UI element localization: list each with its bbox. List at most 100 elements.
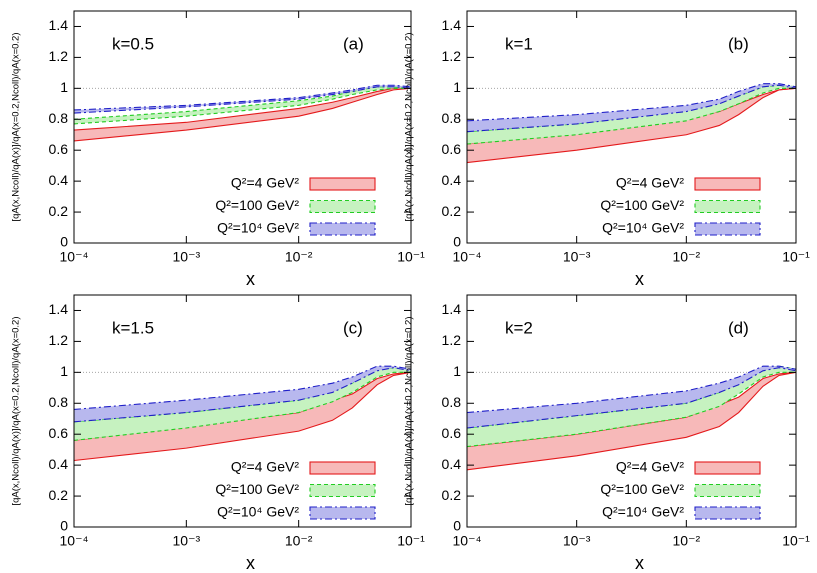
y-tick-label: 1 [60,79,68,95]
y-tick-label: 1.4 [49,17,69,33]
x-tick-label: 10⁻² [673,249,701,265]
plot-frame [466,10,797,244]
y-tick-label: 0.4 [442,456,462,472]
legend-label: Q²=100 GeV² [215,481,299,497]
y-tick-label: 0.2 [442,487,462,503]
band-edge [73,87,411,125]
x-tick-label: 10⁻² [285,533,313,549]
legend-swatch [309,199,376,214]
band-fill [467,88,796,163]
plot-frame [466,294,797,528]
panel-tag: (c) [343,318,363,337]
legend-swatch [309,506,376,520]
legend-swatch [694,222,761,236]
legend-swatch [694,461,761,475]
x-tick-label: 10⁻⁴ [453,249,482,265]
band-edge [73,367,412,423]
band-edge [466,367,797,429]
band-edge [73,86,412,114]
legend-swatch [309,461,376,475]
band-fill [74,88,411,141]
y-tick-label: 0.8 [442,110,462,126]
x-tick-label: 10⁻⁴ [60,249,89,265]
band-edge [73,365,412,411]
band-fill [74,85,411,114]
panel-label: k=1 [505,34,533,53]
band-fill [467,372,796,470]
panel-tag: (a) [343,34,364,53]
y-tick-label: 0.8 [49,394,69,410]
y-tick-label: 0 [453,234,461,250]
legend-swatch [694,199,761,214]
y-tick-label: 1.2 [49,332,69,348]
band-fill [467,85,796,145]
x-tick-label: 10⁻³ [173,533,201,549]
band-fill [74,367,411,441]
band-edge [466,371,797,471]
plot-frame [73,294,412,528]
legend-swatch [694,506,761,520]
x-axis-label: x [246,553,255,573]
x-tick-label: 10⁻² [673,533,701,549]
legend-label: Q²=100 GeV² [600,197,684,213]
y-tick-label: 0.2 [49,487,69,503]
x-axis-label: x [246,269,255,289]
band-fill [74,366,411,422]
y-tick-label: 1.4 [442,17,462,33]
legend-swatch [694,177,761,191]
y-axis-label: [qA(x,Ncoll)/qA(x)]/qA(x=0.2,Ncoll)/qA(x… [11,316,22,505]
y-tick-label: 0.6 [442,141,462,157]
x-tick-label: 10⁻⁴ [453,533,482,549]
legend-label: Q²=4 GeV² [616,175,684,191]
x-tick-label: 10⁻¹ [397,249,425,265]
x-axis-label: x [635,553,644,573]
x-tick-label: 10⁻³ [173,249,201,265]
band-edge [73,87,412,142]
band-fill [467,83,796,132]
y-tick-label: 0 [60,234,68,250]
y-axis-label: [qA(x,Ncoll)/qA(x)]/qA(x=0.2,Ncoll)/qA(x… [404,32,415,221]
legend-label: Q²=4 GeV² [231,175,299,191]
band-edge [73,87,411,131]
y-tick-label: 1.4 [49,301,69,317]
legend-label: Q²=100 GeV² [215,197,299,213]
y-tick-label: 1 [60,363,68,379]
legend-label: Q²=10⁴ GeV² [602,504,684,520]
y-tick-label: 0.6 [49,141,69,157]
y-tick-label: 1 [453,363,461,379]
legend-swatch [309,177,376,191]
legend-label: Q²=4 GeV² [616,459,684,475]
x-tick-label: 10⁻³ [563,249,591,265]
panel-label: k=1.5 [112,318,154,337]
y-tick-label: 1.2 [49,48,69,64]
x-tick-label: 10⁻¹ [782,533,810,549]
legend-label: Q²=10⁴ GeV² [602,220,684,236]
y-tick-label: 0.6 [49,425,69,441]
y-tick-label: 1.2 [442,332,462,348]
panel-label: k=2 [505,318,533,337]
y-tick-label: 0 [60,518,68,534]
y-tick-label: 0.6 [442,425,462,441]
y-axis-label: [qA(x,Ncoll)/qA(x)]/qA(x=0.2,Ncoll)/qA(x… [11,32,22,221]
band-edge [73,84,412,111]
x-axis-label: x [635,269,644,289]
plot-frame [73,10,412,244]
panel-tag: (b) [728,34,749,53]
legend-swatch [309,483,376,498]
legend-label: Q²=10⁴ GeV² [217,220,299,236]
y-tick-label: 0.8 [49,110,69,126]
y-tick-label: 0.4 [49,172,69,188]
legend-label: Q²=100 GeV² [600,481,684,497]
y-tick-label: 0.4 [442,172,462,188]
legend-swatch [309,222,376,236]
y-tick-label: 0.2 [49,203,69,219]
x-tick-label: 10⁻³ [563,533,591,549]
legend-label: Q²=4 GeV² [231,459,299,475]
y-tick-label: 0.4 [49,456,69,472]
band-edge [73,371,412,462]
panel-tag: (d) [728,318,749,337]
y-tick-label: 1.4 [442,301,462,317]
y-tick-label: 0.8 [442,394,462,410]
legend-swatch [694,483,761,498]
